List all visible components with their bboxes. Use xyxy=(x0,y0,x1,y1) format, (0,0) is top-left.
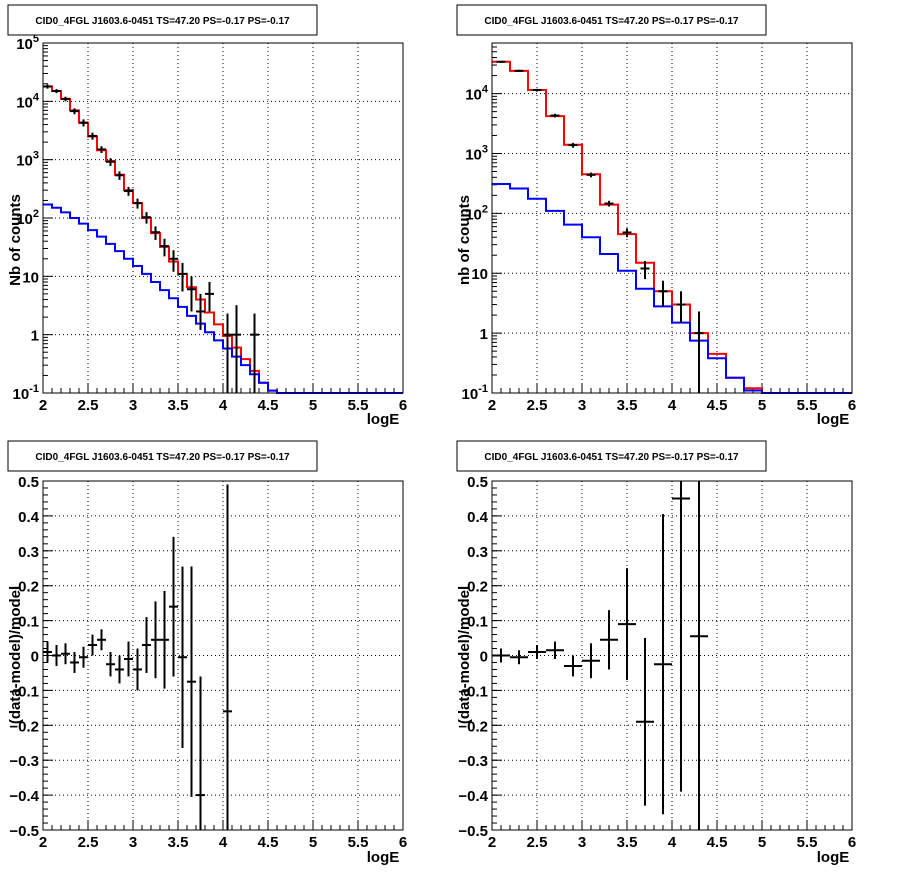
y-tick-label: 0.3 xyxy=(18,544,39,561)
x-tick-label: 4 xyxy=(668,397,677,414)
x-tick-label: 3 xyxy=(578,834,586,851)
x-tick-label: 4.5 xyxy=(707,834,728,851)
y-tick-label: 0.5 xyxy=(18,474,39,491)
x-tick-label: 2.5 xyxy=(527,397,548,414)
y-tick-label: 10 xyxy=(471,266,488,283)
x-tick-label: 6 xyxy=(848,397,856,414)
x-tick-label: 4 xyxy=(668,834,677,851)
x-tick-label: 2.5 xyxy=(78,397,99,414)
x-tick-label: 5 xyxy=(758,397,766,414)
y-tick-label: 0 xyxy=(480,649,488,666)
x-tick-label: 5 xyxy=(758,834,766,851)
y-tick-label: −0.4 xyxy=(458,788,488,805)
y-tick-label: −0.2 xyxy=(458,718,488,735)
x-axis-title: logE xyxy=(817,849,850,866)
model-step-line-1 xyxy=(43,203,403,394)
y-tick-label: −0.1 xyxy=(9,683,39,700)
y-tick-label: 0 xyxy=(31,649,39,666)
residual-panel-bottom-right: CID0_4FGL J1603.6-0451 TS=47.20 PS=-0.17… xyxy=(456,440,856,866)
y-tick-label: 104 xyxy=(465,84,489,104)
y-tick-label: −0.3 xyxy=(458,753,488,770)
x-tick-label: 4.5 xyxy=(258,834,279,851)
y-axis-title: (data-model)/model xyxy=(7,586,24,724)
x-axis-title: logE xyxy=(367,411,400,428)
x-tick-label: 6 xyxy=(848,834,856,851)
x-tick-label: 5.5 xyxy=(348,834,369,851)
x-tick-label: 2 xyxy=(488,397,496,414)
y-tick-label: 0.4 xyxy=(467,509,489,526)
y-tick-label: 104 xyxy=(16,91,40,111)
y-tick-label: 0.2 xyxy=(467,579,488,596)
x-tick-label: 3.5 xyxy=(617,397,638,414)
title-box xyxy=(7,4,318,36)
x-tick-label: 4.5 xyxy=(258,397,279,414)
y-tick-label: 0.2 xyxy=(18,579,39,596)
x-tick-label: 5 xyxy=(309,834,317,851)
x-tick-label: 5.5 xyxy=(348,397,369,414)
y-tick-label: 10-1 xyxy=(462,383,488,403)
plot-frame xyxy=(42,42,404,394)
spectrum-panel-top-right: CID0_4FGL J1603.6-0451 TS=47.20 PS=-0.17… xyxy=(456,4,856,428)
y-axis-title: nb of counts xyxy=(456,195,473,285)
chart-title: CID0_4FGL J1603.6-0451 TS=47.20 PS=-0.17… xyxy=(484,16,739,27)
y-tick-label: 10 xyxy=(22,269,39,286)
x-axis-title: logE xyxy=(817,411,850,428)
x-tick-label: 2 xyxy=(39,834,47,851)
y-tick-label: 10-1 xyxy=(13,383,39,403)
y-tick-label: −0.2 xyxy=(9,718,39,735)
x-tick-label: 5.5 xyxy=(797,834,818,851)
x-tick-label: 4 xyxy=(219,834,228,851)
x-tick-label: 2.5 xyxy=(78,834,99,851)
chart-title: CID0_4FGL J1603.6-0451 TS=47.20 PS=-0.17… xyxy=(35,452,290,463)
x-tick-label: 2 xyxy=(488,834,496,851)
spectrum-panel-top-left: CID0_4FGL J1603.6-0451 TS=47.20 PS=-0.17… xyxy=(7,4,407,428)
x-tick-label: 3.5 xyxy=(168,397,189,414)
title-box xyxy=(456,4,767,36)
plot-frame xyxy=(491,42,853,394)
x-tick-label: 5.5 xyxy=(797,397,818,414)
y-axis-title: Nb of counts xyxy=(7,194,24,286)
y-tick-label: 1 xyxy=(480,326,488,343)
y-axis-title: (data-model)/model xyxy=(456,586,473,724)
x-axis-title: logE xyxy=(367,849,400,866)
x-tick-label: 5 xyxy=(309,397,317,414)
x-tick-label: 4.5 xyxy=(707,397,728,414)
y-tick-label: 0.4 xyxy=(18,509,40,526)
chart-title: CID0_4FGL J1603.6-0451 TS=47.20 PS=-0.17… xyxy=(484,452,739,463)
chart-title: CID0_4FGL J1603.6-0451 TS=47.20 PS=-0.17… xyxy=(35,16,290,27)
x-tick-label: 2 xyxy=(39,397,47,414)
title-box xyxy=(7,440,318,472)
residual-panel-bottom-left: CID0_4FGL J1603.6-0451 TS=47.20 PS=-0.17… xyxy=(7,440,407,866)
y-tick-label: −0.3 xyxy=(9,753,39,770)
y-tick-label: −0.5 xyxy=(9,823,39,840)
model-step-line-0 xyxy=(492,60,852,394)
y-tick-label: −0.5 xyxy=(458,823,488,840)
y-tick-label: 0.1 xyxy=(18,614,39,631)
x-tick-label: 4 xyxy=(219,397,228,414)
model-step-line-1 xyxy=(492,182,852,394)
x-tick-label: 3 xyxy=(129,397,137,414)
x-tick-label: 3 xyxy=(578,397,586,414)
x-tick-label: 3 xyxy=(129,834,137,851)
y-tick-label: −0.1 xyxy=(458,683,488,700)
y-tick-label: 0.1 xyxy=(467,614,488,631)
x-tick-label: 3.5 xyxy=(617,834,638,851)
y-tick-label: 0.5 xyxy=(467,474,488,491)
y-tick-label: −0.4 xyxy=(9,788,39,805)
x-tick-label: 3.5 xyxy=(168,834,189,851)
y-tick-label: 105 xyxy=(16,33,39,53)
y-tick-label: 103 xyxy=(465,143,488,163)
y-tick-label: 102 xyxy=(16,208,39,228)
title-box xyxy=(456,440,767,472)
x-tick-label: 6 xyxy=(399,397,407,414)
plot-frame xyxy=(491,480,853,831)
x-tick-label: 2.5 xyxy=(527,834,548,851)
x-tick-label: 6 xyxy=(399,834,407,851)
plot-frame xyxy=(42,480,404,831)
y-tick-label: 103 xyxy=(16,150,39,170)
y-tick-label: 1 xyxy=(31,328,39,345)
y-tick-label: 102 xyxy=(465,203,488,223)
y-tick-label: 0.3 xyxy=(467,544,488,561)
